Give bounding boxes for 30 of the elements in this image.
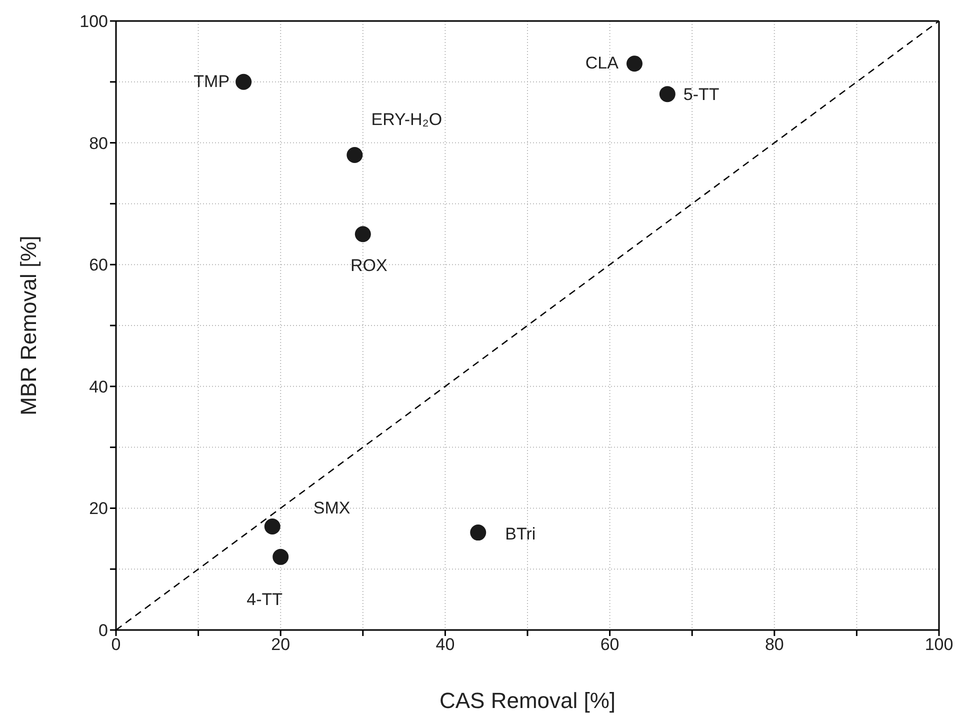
x-axis-title: CAS Removal [%] [439, 688, 616, 713]
point [626, 56, 642, 72]
x-tick-label: 100 [924, 635, 954, 654]
x-tick-label: 0 [111, 635, 121, 654]
point [470, 524, 486, 541]
annotation: 5-TT [683, 85, 720, 104]
point [236, 74, 252, 90]
y-tick-label: 20 [89, 499, 108, 518]
y-tick-label: 0 [98, 621, 108, 640]
point [346, 146, 363, 163]
y-tick-label: 80 [89, 134, 108, 153]
annotation: ERY-H₂O [371, 110, 442, 129]
y-axis-title: MBR Removal [%] [16, 236, 41, 416]
x-tick-label: 80 [764, 635, 784, 654]
y-tick-label: 60 [89, 256, 108, 275]
annotation: TMP [194, 72, 230, 91]
annotation: 4-TT [246, 590, 283, 609]
annotation: ROX [350, 256, 388, 276]
point [264, 518, 280, 534]
point [272, 548, 289, 565]
x-tick-label: 60 [600, 635, 620, 654]
annotation: SMX [313, 498, 350, 518]
annotation: BTri [505, 524, 536, 544]
y-tick-label: 100 [80, 12, 108, 32]
annotation: CLA [585, 54, 620, 73]
point [659, 86, 676, 102]
x-tick-label: 20 [271, 635, 290, 654]
x-tick-label: 40 [436, 635, 455, 654]
point [354, 226, 371, 242]
y-tick-label: 40 [89, 377, 108, 396]
